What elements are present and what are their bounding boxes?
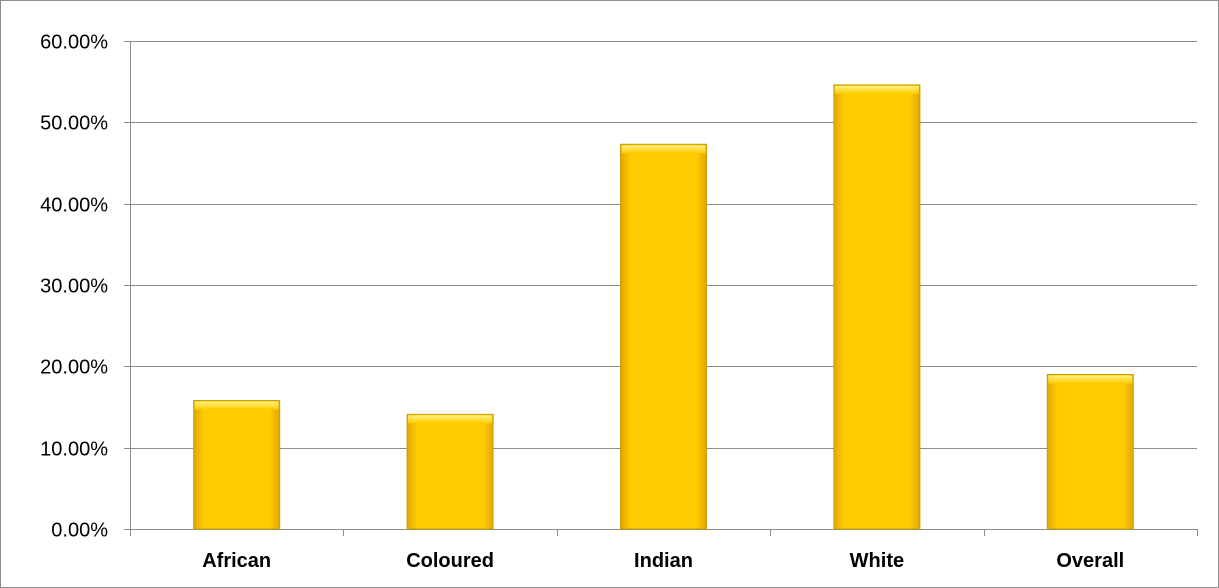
- bar-bevel: [834, 85, 919, 94]
- y-tick-label: 20.00%: [40, 357, 108, 379]
- bar-bevel: [194, 401, 279, 410]
- bar: [406, 413, 494, 530]
- x-category-label: African: [202, 550, 271, 572]
- bar-bevel: [408, 415, 493, 424]
- bar: [620, 143, 707, 530]
- x-category-label: White: [850, 550, 904, 572]
- y-tick-labels: 0.00% 10.00% 20.00% 30.00% 40.00% 50.00% 60.00…: [40, 32, 108, 542]
- bar: [833, 84, 921, 530]
- y-tick-label: 0.00%: [51, 520, 108, 542]
- bar-body: [620, 143, 707, 530]
- bar: [1046, 373, 1134, 530]
- gridlines: [130, 41, 1197, 449]
- y-tick-label: 30.00%: [40, 276, 108, 298]
- bar-body: [1046, 373, 1134, 530]
- x-category-label: Overall: [1056, 550, 1124, 572]
- bar-bevel: [1048, 375, 1133, 384]
- bar-bevel: [621, 145, 706, 154]
- y-tick-label: 60.00%: [40, 32, 108, 54]
- bar-body: [833, 84, 921, 530]
- y-tick-label: 10.00%: [40, 439, 108, 461]
- y-tick-label: 40.00%: [40, 195, 108, 217]
- x-category-label: Coloured: [406, 550, 494, 572]
- bars: [193, 84, 1134, 530]
- x-category-label: Indian: [634, 550, 693, 572]
- y-tick-label: 50.00%: [40, 113, 108, 135]
- bar-body: [193, 399, 281, 530]
- x-tick-labels: African Coloured Indian White Overall: [202, 550, 1124, 572]
- bar: [193, 399, 281, 530]
- bar-body: [406, 413, 494, 530]
